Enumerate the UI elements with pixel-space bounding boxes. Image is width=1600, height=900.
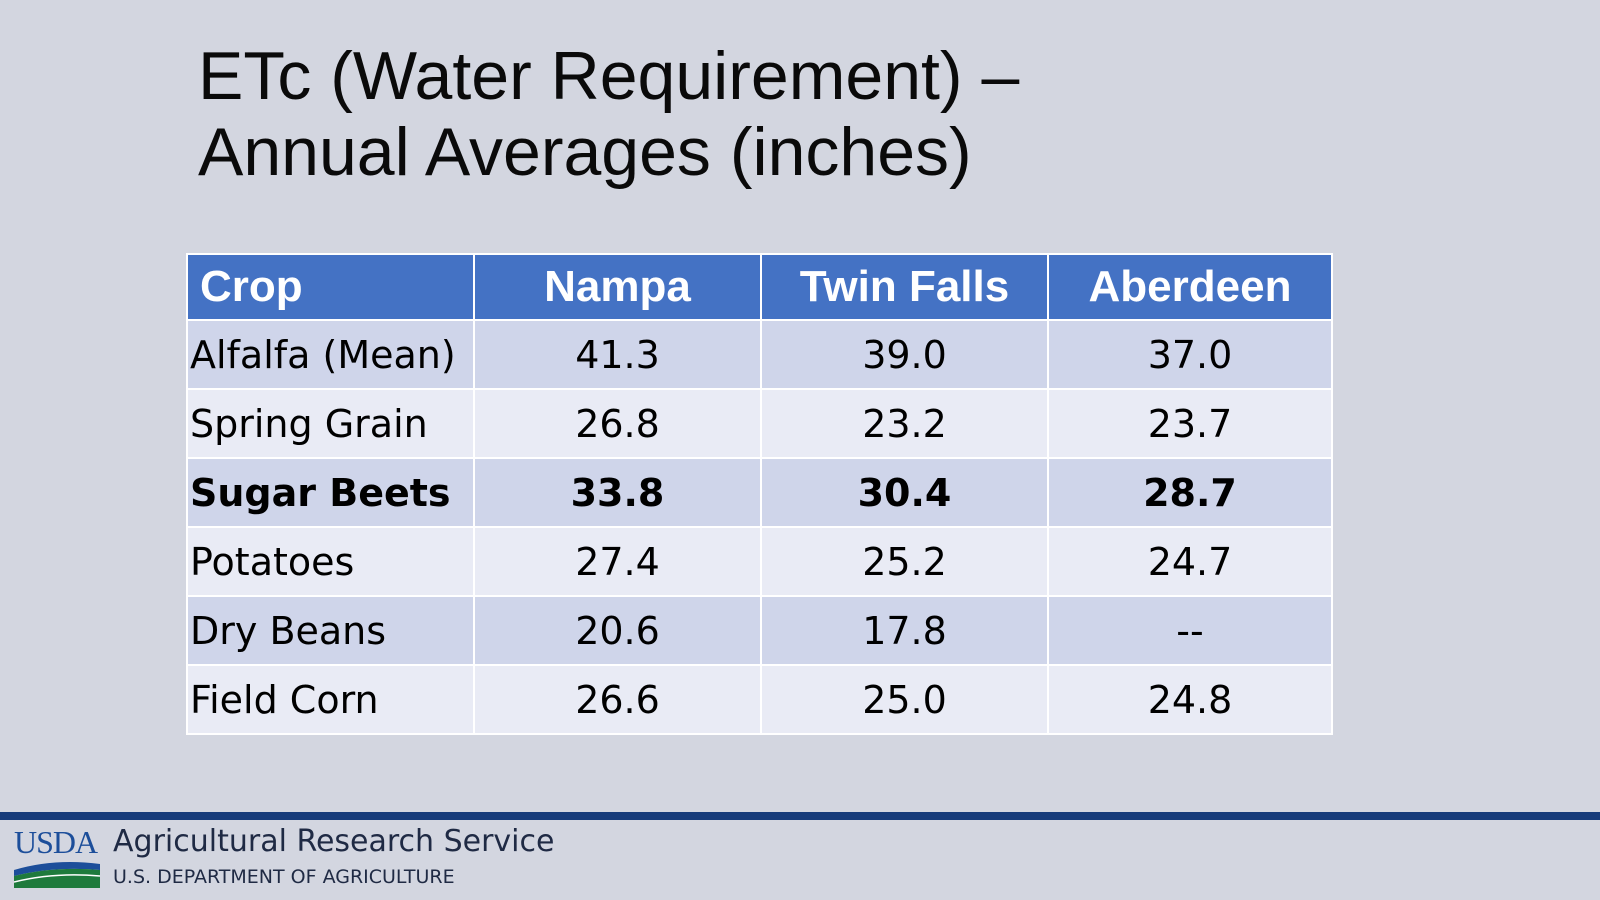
table-row: Alfalfa (Mean) 41.3 39.0 37.0 <box>186 319 1333 390</box>
twin-falls-cell: 25.0 <box>760 664 1049 735</box>
crop-cell: Field Corn <box>186 664 475 735</box>
header-aberdeen: Aberdeen <box>1047 253 1333 321</box>
table-row: Spring Grain 26.8 23.2 23.7 <box>186 388 1333 459</box>
nampa-cell: 27.4 <box>473 526 762 597</box>
slide-title: ETc (Water Requirement) – Annual Average… <box>198 38 1019 190</box>
twin-falls-cell: 25.2 <box>760 526 1049 597</box>
aberdeen-cell: -- <box>1047 595 1333 666</box>
table-header-row: Crop Nampa Twin Falls Aberdeen <box>186 253 1333 321</box>
aberdeen-cell: 24.8 <box>1047 664 1333 735</box>
crop-cell: Alfalfa (Mean) <box>186 319 475 390</box>
aberdeen-cell: 28.7 <box>1047 457 1333 528</box>
slide-title-line-2: Annual Averages (inches) <box>198 114 972 190</box>
table-row: Dry Beans 20.6 17.8 -- <box>186 595 1333 666</box>
crop-cell: Spring Grain <box>186 388 475 459</box>
crop-cell: Potatoes <box>186 526 475 597</box>
twin-falls-cell: 30.4 <box>760 457 1049 528</box>
aberdeen-cell: 23.7 <box>1047 388 1333 459</box>
nampa-cell: 41.3 <box>473 319 762 390</box>
department-name: U.S. DEPARTMENT OF AGRICULTURE <box>113 866 455 888</box>
slide-title-line-1: ETc (Water Requirement) – <box>198 38 1020 114</box>
nampa-cell: 26.8 <box>473 388 762 459</box>
nampa-cell: 33.8 <box>473 457 762 528</box>
nampa-cell: 20.6 <box>473 595 762 666</box>
aberdeen-cell: 24.7 <box>1047 526 1333 597</box>
footer-divider <box>0 812 1600 820</box>
aberdeen-cell: 37.0 <box>1047 319 1333 390</box>
twin-falls-cell: 39.0 <box>760 319 1049 390</box>
usda-logo: USDA <box>14 826 102 888</box>
nampa-cell: 26.6 <box>473 664 762 735</box>
twin-falls-cell: 17.8 <box>760 595 1049 666</box>
header-twin-falls: Twin Falls <box>760 253 1049 321</box>
etc-table: Crop Nampa Twin Falls Aberdeen Alfalfa (… <box>186 253 1333 735</box>
header-nampa: Nampa <box>473 253 762 321</box>
header-crop: Crop <box>186 253 475 321</box>
crop-cell: Sugar Beets <box>186 457 475 528</box>
usda-logo-text: USDA <box>14 824 98 860</box>
table-row-highlighted: Sugar Beets 33.8 30.4 28.7 <box>186 457 1333 528</box>
agency-name: Agricultural Research Service <box>113 824 555 859</box>
crop-cell: Dry Beans <box>186 595 475 666</box>
table-row: Field Corn 26.6 25.0 24.8 <box>186 664 1333 735</box>
twin-falls-cell: 23.2 <box>760 388 1049 459</box>
table-row: Potatoes 27.4 25.2 24.7 <box>186 526 1333 597</box>
usda-logo-field-icon <box>14 862 100 888</box>
